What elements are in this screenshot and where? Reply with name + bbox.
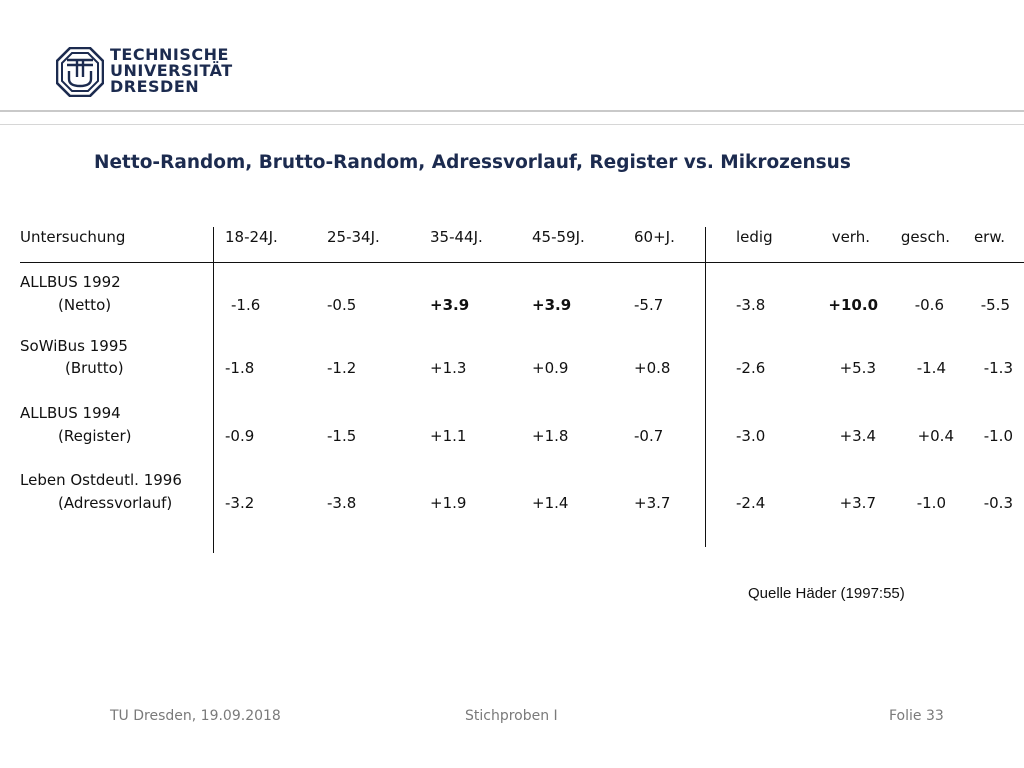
tu-dresden-logo: TECHNISCHE UNIVERSITÄT DRESDEN [56,47,232,99]
row-1-cell-7: +10.0 [828,296,878,314]
header-divider-top [0,110,1024,112]
row-3-cell-3: +1.1 [430,427,467,445]
source-citation: Quelle Häder (1997:55) [748,585,905,602]
row-4-cell-4: +1.4 [532,494,569,512]
header-untersuchung: Untersuchung [20,228,126,246]
header-25-34: 25-34J. [327,228,380,246]
header-35-44: 35-44J. [430,228,483,246]
row-1-cell-1: -1.6 [231,296,261,314]
row-4-cell-1: -3.2 [225,494,255,512]
column-divider-right [705,227,706,547]
row-1-cell-3: +3.9 [430,296,470,314]
header-ledig: ledig [736,228,773,246]
footer-page-number: Folie 33 [889,708,944,724]
row-3-cell-5: -0.7 [634,427,664,445]
row-3-cell-8: +0.4 [917,427,954,445]
row-2-sub: (Brutto) [65,359,124,377]
row-2-cell-1: -1.8 [225,359,255,377]
row-4-sub: (Adressvorlauf) [58,494,173,512]
header-rule [20,262,1024,263]
row-3-cell-4: +1.8 [532,427,569,445]
row-3-cell-7: +3.4 [839,427,876,445]
row-4-cell-6: -2.4 [736,494,766,512]
header-erw: erw. [973,228,1005,246]
row-2-cell-4: +0.9 [532,359,569,377]
row-3-cell-6: -3.0 [736,427,766,445]
row-3-cell-9: -1.0 [983,427,1013,445]
row-1-cell-9: -5.5 [980,296,1010,314]
row-4-cell-2: -3.8 [327,494,357,512]
header-60-plus: 60+J. [634,228,675,246]
logo-line-1: TECHNISCHE [110,45,229,64]
row-1-cell-2: -0.5 [327,296,357,314]
row-4-cell-9: -0.3 [983,494,1013,512]
row-1-cell-5: -5.7 [634,296,664,314]
row-2-cell-9: -1.3 [983,359,1013,377]
logo-wordmark: TECHNISCHE UNIVERSITÄT DRESDEN [110,47,233,95]
row-1-cell-4: +3.9 [532,296,572,314]
header-45-59: 45-59J. [532,228,585,246]
logo-line-3: DRESDEN [110,77,200,96]
row-4-name: Leben Ostdeutl. 1996 [20,471,182,489]
header-divider-bottom [0,124,1024,125]
footer-center: Stichproben I [465,708,558,724]
logo-line-2: UNIVERSITÄT [110,61,233,80]
row-2-name: SoWiBus 1995 [20,337,128,355]
row-4-cell-8: -1.0 [916,494,946,512]
row-2-cell-8: -1.4 [916,359,946,377]
row-1-cell-8: -0.6 [914,296,944,314]
row-3-cell-2: -1.5 [327,427,357,445]
row-4-cell-3: +1.9 [430,494,467,512]
row-3-sub: (Register) [58,427,132,445]
row-4-cell-7: +3.7 [839,494,876,512]
row-2-cell-6: -2.6 [736,359,766,377]
row-1-name: ALLBUS 1992 [20,273,121,291]
row-3-name: ALLBUS 1994 [20,404,121,422]
row-4-cell-5: +3.7 [634,494,671,512]
slide-title: Netto-Random, Brutto-Random, Adressvorla… [94,152,851,173]
column-divider-left [213,227,214,553]
row-3-cell-1: -0.9 [225,427,255,445]
tu-dresden-emblem-icon [56,47,104,97]
header-18-24: 18-24J. [225,228,278,246]
row-2-cell-5: +0.8 [634,359,671,377]
row-1-cell-6: -3.8 [736,296,766,314]
header-gesch: gesch. [900,228,950,246]
row-2-cell-3: +1.3 [430,359,467,377]
header-verh: verh. [831,228,870,246]
row-1-sub: (Netto) [58,296,112,314]
row-2-cell-2: -1.2 [327,359,357,377]
footer-left: TU Dresden, 19.09.2018 [110,708,281,724]
row-2-cell-7: +5.3 [839,359,876,377]
